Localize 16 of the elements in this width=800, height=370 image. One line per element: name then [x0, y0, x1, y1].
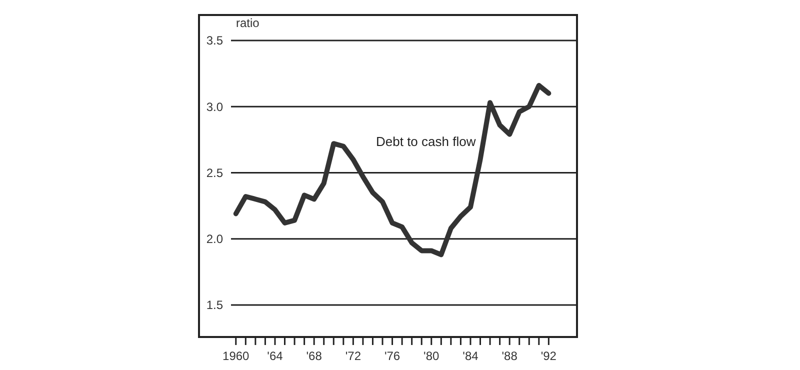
x-tick-label: '80 — [424, 349, 440, 363]
y-tick-label: 2.5 — [206, 166, 224, 180]
x-tick-label: '72 — [345, 349, 362, 363]
y-tick-label: 3.5 — [206, 34, 224, 48]
x-tick-label: '76 — [384, 349, 400, 363]
x-tick-label: '68 — [306, 349, 322, 363]
x-tick-label: '64 — [267, 349, 284, 363]
x-tick-label: 1960 — [222, 349, 250, 363]
y-tick-label: 1.5 — [206, 298, 224, 312]
series-label: Debt to cash flow — [376, 134, 476, 149]
x-tick-label: '84 — [462, 349, 479, 363]
x-tick-label: '88 — [502, 349, 518, 363]
y-tick-label: 3.0 — [206, 100, 224, 114]
y-tick-label: 2.0 — [206, 232, 224, 246]
x-tick-label: '92 — [540, 349, 557, 363]
y-axis-title: ratio — [236, 16, 260, 30]
